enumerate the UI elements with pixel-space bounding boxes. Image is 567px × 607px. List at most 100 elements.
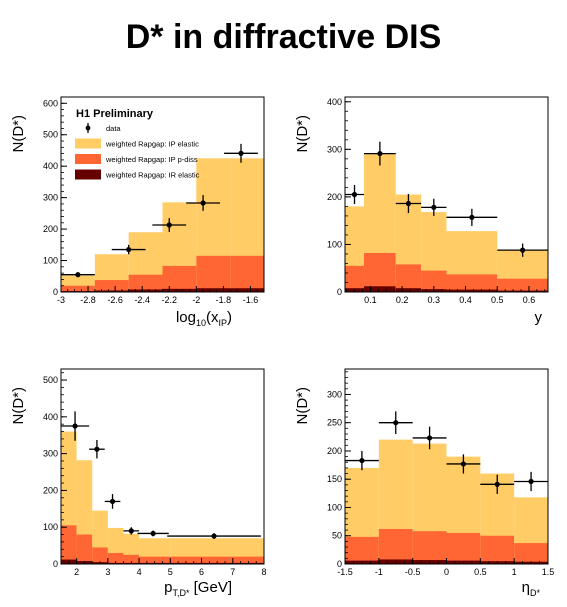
data-point — [494, 481, 500, 487]
y-tick-label: 300 — [327, 144, 342, 154]
y-tick-label: 400 — [43, 161, 58, 171]
y-tick-label: 600 — [43, 98, 58, 108]
x-tick-label: -2.4 — [134, 295, 150, 305]
x-tick-label: -3 — [57, 295, 65, 305]
x-tick-label: -2.6 — [107, 295, 123, 305]
y-tick-label: 100 — [43, 522, 58, 532]
data-point — [211, 533, 217, 539]
ip-pdiss-bar — [162, 265, 197, 292]
legend-swatch — [75, 138, 101, 149]
data-point — [75, 272, 81, 278]
ip-pdiss-bar — [446, 532, 481, 564]
data-point — [128, 528, 134, 534]
data-point — [109, 498, 116, 505]
x-tick-label: 0.4 — [459, 295, 472, 305]
data-point — [405, 200, 412, 207]
ir-elastic-bar — [196, 288, 231, 292]
y-tick-label: 0 — [53, 559, 58, 569]
data-point — [200, 200, 206, 206]
data-point — [126, 246, 132, 253]
y-tick-label: 200 — [327, 192, 342, 202]
ir-elastic-bar — [364, 286, 396, 292]
x-tick-label: 0.3 — [428, 295, 441, 305]
ip-pdiss-bar — [497, 278, 548, 292]
data-point — [528, 478, 534, 485]
x-tick-label: 0.6 — [523, 295, 536, 305]
ir-elastic-bar — [94, 290, 129, 292]
ip-pdiss-bar — [107, 552, 124, 564]
data-point — [238, 150, 244, 156]
x-tick-label: -0.5 — [405, 567, 421, 577]
y-tick-label: 400 — [43, 412, 58, 422]
ip-pdiss-bar — [128, 274, 163, 292]
ip-pdiss-bar — [378, 528, 413, 564]
x-tick-label: 4 — [137, 567, 142, 577]
y-tick-label: 100 — [327, 502, 342, 512]
chart-panel-4: -1.5 -1 -0.5 0 0.5 1 1.5 0 50 100 150 200 250 300 N(D*… — [294, 368, 554, 598]
y-tick-label: 200 — [43, 485, 58, 495]
y-axis-label: N(D*) — [10, 387, 27, 425]
ir-elastic-bar — [128, 289, 163, 292]
ip-pdiss-bar — [61, 525, 77, 564]
ip-pdiss-bar — [364, 253, 396, 292]
x-tick-label: -1.5 — [337, 567, 353, 577]
y-tick-label: 0 — [53, 287, 58, 297]
y-axis-label: N(D*) — [10, 115, 27, 153]
x-tick-label: 0.1 — [364, 295, 377, 305]
ip-pdiss-bar — [139, 556, 171, 564]
x-tick-label: 5 — [168, 567, 173, 577]
y-tick-label: 500 — [43, 130, 58, 140]
data-point — [431, 204, 437, 210]
x-axis-label: pT,D* [GeV] — [164, 579, 232, 598]
x-tick-label: 0 — [444, 567, 449, 577]
legend-entry-label: weighted Rapgap: IP p-diss — [105, 155, 198, 164]
ir-elastic-bar — [395, 288, 422, 292]
page-title: D* in diffractive DIS — [125, 18, 442, 56]
ip-pdiss-bar — [412, 531, 447, 564]
ip-pdiss-bar — [345, 536, 379, 564]
data-point — [393, 420, 399, 426]
legend-title: H1 Preliminary — [76, 108, 154, 120]
legend-entry-label: data — [106, 124, 121, 133]
ip-pdiss-bar — [480, 535, 515, 564]
x-tick-label: 0.2 — [396, 295, 409, 305]
x-tick-label: -1 — [375, 567, 383, 577]
legend-data-marker — [85, 125, 91, 131]
x-tick-label: 0.5 — [491, 295, 504, 305]
y-tick-label: 200 — [43, 224, 58, 234]
chart-panel-2: 0.1 0.2 0.3 0.4 0.5 0.6 0 100 200 300 400 N(D*) y — [294, 96, 549, 326]
data-point — [377, 150, 383, 157]
y-tick-label: 50 — [332, 531, 342, 541]
data-point — [166, 222, 172, 228]
ip-pdiss-bar — [92, 547, 108, 564]
x-axis-label: log10(xIP) — [176, 309, 232, 328]
x-axis-label: ηD* — [522, 579, 541, 598]
data-point — [460, 461, 467, 467]
x-tick-label: 2 — [74, 567, 79, 577]
y-tick-label: 300 — [43, 449, 58, 459]
ip-pdiss-bar — [76, 534, 93, 564]
ir-elastic-bar — [230, 288, 264, 292]
ir-elastic-bar — [162, 288, 197, 292]
data-point — [469, 214, 475, 220]
legend-entry-label: weighted Rapgap: IP elastic — [105, 140, 199, 149]
y-tick-label: 400 — [327, 97, 342, 107]
chart-panel-3: 2 3 4 5 6 7 8 0 100 200 300 400 500 N(D*) pT,D* [GeV] — [10, 368, 267, 598]
y-tick-label: 500 — [43, 375, 58, 385]
ip-pdiss-bar — [446, 274, 498, 292]
ir-elastic-bar — [497, 290, 548, 292]
legend-swatch — [75, 169, 101, 180]
x-tick-label: 3 — [105, 567, 110, 577]
y-tick-label: 150 — [327, 474, 342, 484]
ir-elastic-bar — [446, 289, 498, 292]
y-tick-label: 100 — [327, 239, 342, 249]
y-tick-label: 0 — [337, 559, 342, 569]
y-tick-label: 100 — [43, 256, 58, 266]
x-tick-label: 1 — [512, 567, 517, 577]
x-tick-label: -2.2 — [162, 295, 178, 305]
y-tick-label: 300 — [43, 193, 58, 203]
chart-panel-1: -3 -2.8 -2.6 -2.4 -2.2 -2 -1.8 -1.6 0 100 200 300 40… — [10, 96, 265, 328]
y-tick-label: 300 — [327, 389, 342, 399]
x-tick-label: -1.6 — [243, 295, 259, 305]
